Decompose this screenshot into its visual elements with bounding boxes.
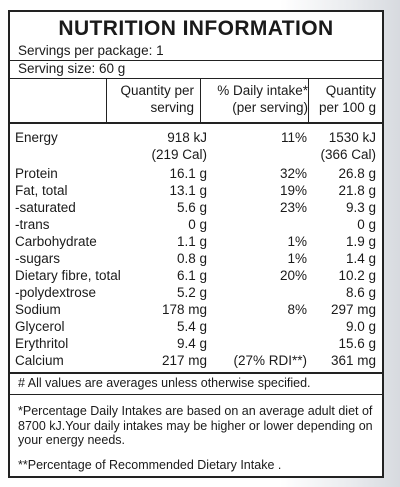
nutrient-name: Sodium xyxy=(15,302,61,317)
header-divider xyxy=(10,122,382,124)
nutrient-name: Energy xyxy=(15,130,58,145)
per-100g-value: 0 g xyxy=(357,217,376,232)
per-serving-value: 16.1 g xyxy=(169,166,207,181)
daily-intake-value: 23% xyxy=(279,200,307,215)
per-serving-value: 0 g xyxy=(188,217,207,232)
per-serving-value: 5.2 g xyxy=(176,285,207,300)
table-row: -saturated 5.6 g 23% 9.3 g xyxy=(10,200,382,216)
nutrient-name: Carbohydrate xyxy=(15,234,97,249)
nutrient-name: Glycerol xyxy=(15,319,65,334)
footer-divider xyxy=(10,372,382,374)
per-100g-value: 297 mg xyxy=(330,302,376,317)
table-row: -sugars 0.8 g 1% 1.4 g xyxy=(10,251,382,267)
nutrient-name: -trans xyxy=(15,217,50,232)
per-100g-value: 1530 kJ xyxy=(328,130,376,145)
averages-note: # All values are averages unless otherwi… xyxy=(18,376,311,390)
per-100g-value: 9.0 g xyxy=(345,319,376,334)
table-row: Fat, total 13.1 g 19% 21.8 g xyxy=(10,183,382,199)
per-serving-value: 13.1 g xyxy=(169,183,207,198)
daily-intake-value: 20% xyxy=(279,268,307,283)
table-row: Carbohydrate 1.1 g 1% 1.9 g xyxy=(10,234,382,250)
rdi-note: **Percentage of Recommended Dietary Inta… xyxy=(18,458,282,472)
table-row: -polydextrose 5.2 g 8.6 g xyxy=(10,285,382,301)
divider xyxy=(10,394,382,395)
per-100g-value: (366 Cal) xyxy=(320,147,376,162)
per-100g-value: 26.8 g xyxy=(338,166,376,181)
per-serving-value: 6.1 g xyxy=(176,268,207,283)
column-divider xyxy=(308,78,309,122)
header-per-100g: Quantity per 100 g xyxy=(318,83,376,115)
per-100g-value: 1.9 g xyxy=(345,234,376,249)
table-row: Glycerol 5.4 g 9.0 g xyxy=(10,319,382,335)
nutrient-name: -saturated xyxy=(15,200,76,215)
nutrient-name: Dietary fibre, total xyxy=(15,268,121,283)
nutrient-name: Protein xyxy=(15,166,58,181)
daily-intake-value: 8% xyxy=(287,302,307,317)
daily-intake-value: 1% xyxy=(287,234,307,249)
per-serving-value: (219 Cal) xyxy=(151,147,207,162)
per-serving-value: 217 mg xyxy=(161,353,207,368)
daily-intake-value: 11% xyxy=(280,130,307,145)
panel-title: NUTRITION INFORMATION xyxy=(58,17,334,40)
divider xyxy=(10,60,382,61)
table-row: Dietary fibre, total 6.1 g 20% 10.2 g xyxy=(10,268,382,284)
per-100g-value: 8.6 g xyxy=(345,285,376,300)
per-serving-value: 0.8 g xyxy=(176,251,207,266)
per-100g-value: 1.4 g xyxy=(345,251,376,266)
per-100g-value: 21.8 g xyxy=(338,183,376,198)
daily-intake-note: *Percentage Daily Intakes are based on a… xyxy=(18,404,373,447)
per-serving-value: 5.6 g xyxy=(176,200,207,215)
header-per-serving: Quantity per serving xyxy=(120,83,194,115)
table-row: (219 Cal) (366 Cal) xyxy=(10,147,382,163)
per-serving-value: 178 mg xyxy=(161,302,207,317)
nutrient-name: -sugars xyxy=(15,251,61,266)
nutrient-name: Fat, total xyxy=(15,183,68,198)
servings-per-package: Servings per package: 1 xyxy=(18,43,164,58)
table-row: -trans 0 g 0 g xyxy=(10,217,382,233)
nutrient-name: -polydextrose xyxy=(15,285,97,300)
daily-intake-value: 1% xyxy=(287,251,307,266)
daily-intake-value: 32% xyxy=(279,166,307,181)
table-row: Erythritol 9.4 g 15.6 g xyxy=(10,336,382,352)
nutrition-panel: NUTRITION INFORMATION Servings per packa… xyxy=(8,10,384,478)
per-100g-value: 9.3 g xyxy=(345,200,376,215)
table-row: Energy 918 kJ 11% 1530 kJ xyxy=(10,130,382,146)
divider xyxy=(10,78,382,79)
table-row: Protein 16.1 g 32% 26.8 g xyxy=(10,166,382,182)
nutrient-name: Calcium xyxy=(15,353,64,368)
per-100g-value: 15.6 g xyxy=(338,336,376,351)
per-100g-value: 10.2 g xyxy=(338,268,376,283)
column-divider xyxy=(200,78,201,122)
table-row: Calcium 217 mg (27% RDI**) 361 mg xyxy=(10,353,382,369)
nutrient-name: Erythritol xyxy=(15,336,69,351)
per-100g-value: 361 mg xyxy=(330,353,376,368)
per-serving-value: 918 kJ xyxy=(167,130,207,145)
table-row: Sodium 178 mg 8% 297 mg xyxy=(10,302,382,318)
serving-size: Serving size: 60 g xyxy=(18,61,126,76)
daily-intake-value: (27% RDI**) xyxy=(233,353,307,368)
per-serving-value: 1.1 g xyxy=(176,234,207,249)
header-daily-intake: % Daily intake* (per serving) xyxy=(217,83,308,115)
column-divider xyxy=(106,78,107,122)
daily-intake-value: 19% xyxy=(279,183,307,198)
per-serving-value: 5.4 g xyxy=(176,319,207,334)
per-serving-value: 9.4 g xyxy=(176,336,207,351)
